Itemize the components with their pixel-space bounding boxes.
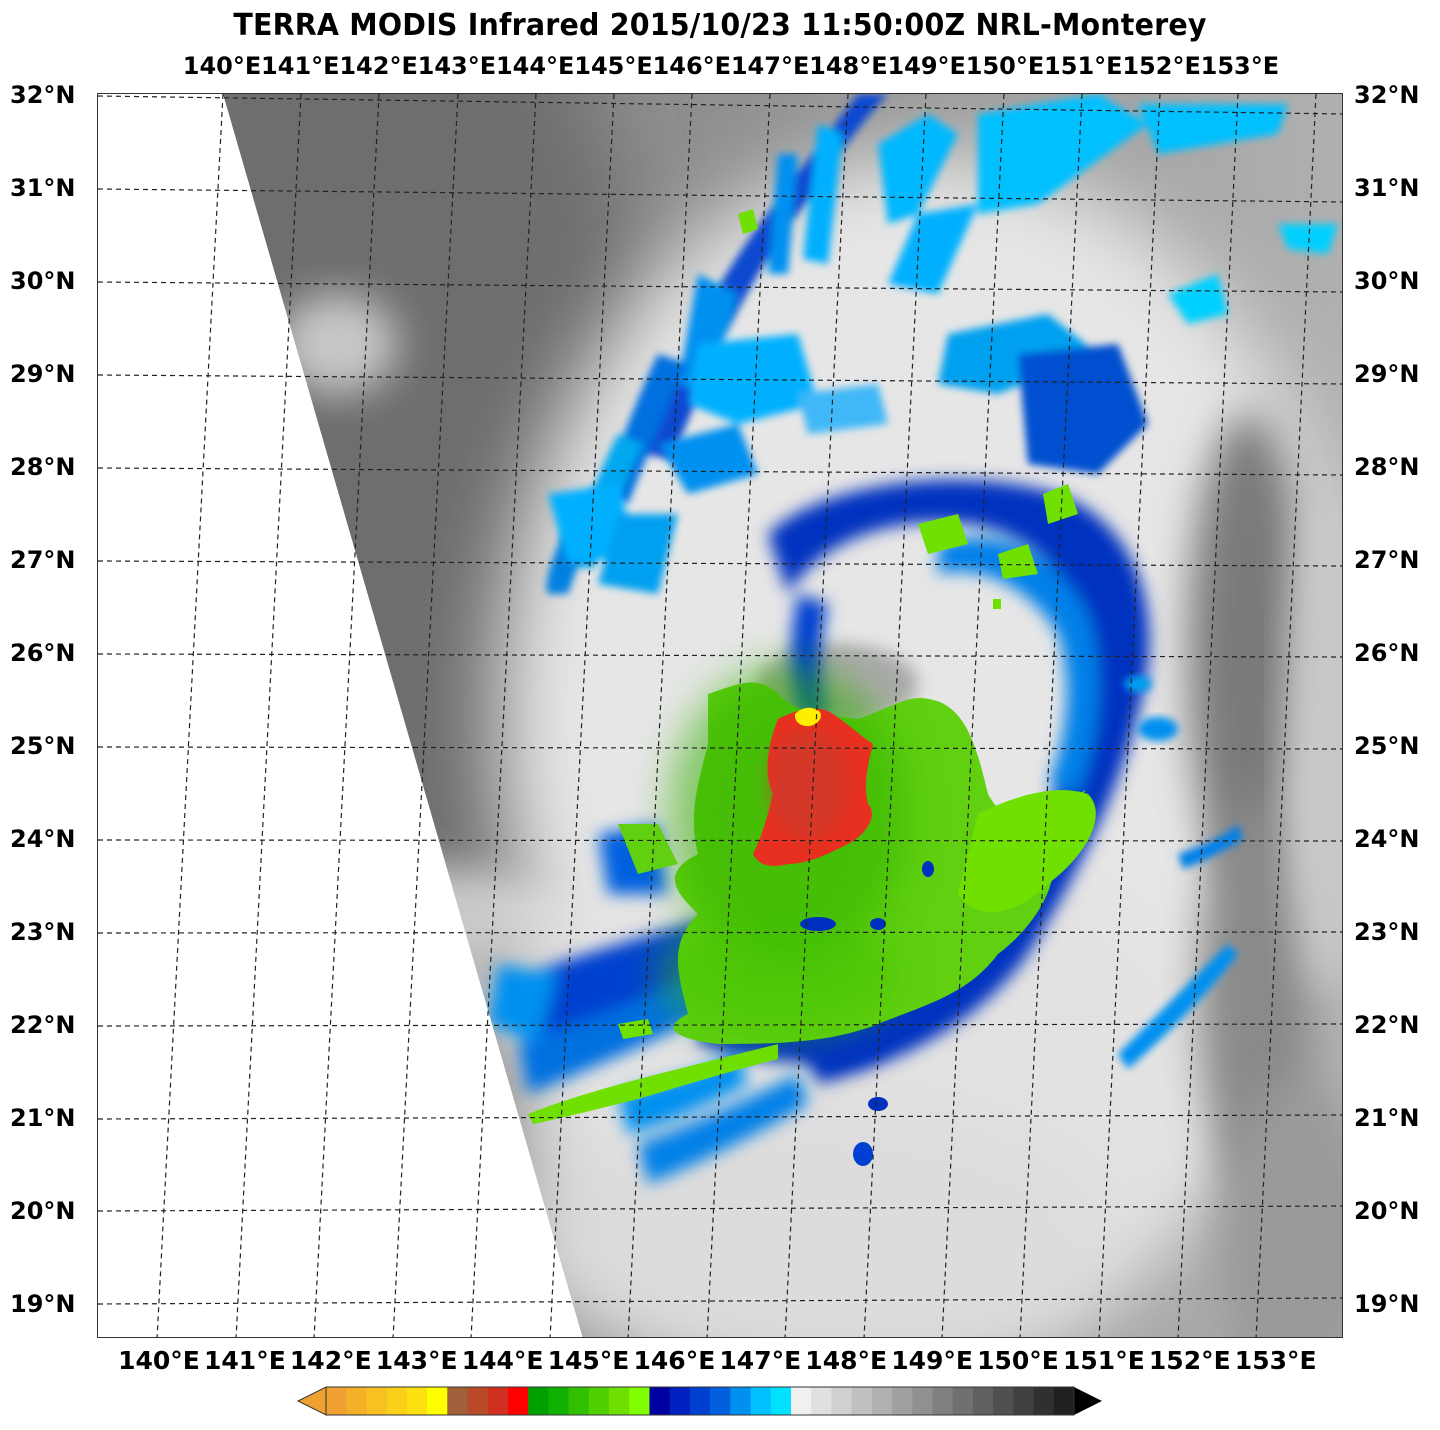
top-lon-label: 149°E (887, 52, 966, 80)
colorbar-swatch (609, 1387, 630, 1415)
colorbar-swatch (568, 1387, 590, 1415)
colorbar-swatch (487, 1387, 509, 1415)
colorbar-swatch (406, 1387, 428, 1415)
right-lat-label: 23°N (1354, 918, 1420, 946)
top-lon-label: 141°E (261, 52, 340, 80)
bottom-lon-label: 150°E (977, 1346, 1059, 1375)
right-lat-label: 21°N (1354, 1104, 1420, 1132)
bottom-lon-label: 146°E (633, 1346, 716, 1375)
right-lat-label: 19°N (1354, 1290, 1420, 1318)
right-lat-label: 26°N (1354, 639, 1420, 667)
colorbar-swatch (528, 1387, 549, 1415)
bottom-lon-label: 148°E (805, 1346, 888, 1375)
left-lat-label: 22°N (10, 1011, 76, 1039)
left-lat-label: 29°N (10, 360, 76, 388)
top-lon-label: 144°E (495, 52, 575, 80)
left-lat-label: 19°N (10, 1290, 76, 1318)
right-lat-label: 20°N (1354, 1197, 1420, 1225)
left-lat-label: 28°N (10, 453, 76, 481)
right-lat-label: 28°N (1354, 453, 1420, 481)
colorbar-swatch (629, 1387, 651, 1415)
bottom-lon-label: 145°E (547, 1346, 630, 1375)
colorbar-swatch (710, 1387, 731, 1415)
chart-title: TERRA MODIS Infrared 2015/10/23 11:50:00… (233, 8, 1207, 43)
left-lat-label: 26°N (10, 639, 76, 667)
colorbar-swatch (851, 1387, 873, 1415)
top-lon-label: 148°E (809, 52, 888, 80)
satellite-map (97, 93, 1343, 1338)
colorbar-swatch (427, 1387, 448, 1415)
bottom-lon-label: 149°E (891, 1346, 973, 1375)
left-lat-label: 30°N (10, 267, 76, 295)
colorbar-swatch (386, 1387, 408, 1415)
bottom-lon-label: 143°E (375, 1346, 458, 1375)
colorbar-right-arrow (1074, 1387, 1102, 1415)
colorbar-swatch (1053, 1387, 1075, 1415)
bottom-lon-label: 153°E (1234, 1346, 1317, 1375)
right-lat-label: 30°N (1354, 267, 1420, 295)
colorbar-swatch (952, 1387, 974, 1415)
top-lon-label: 150°E (965, 52, 1045, 80)
top-lon-label: 145°E (574, 52, 653, 80)
colorbar-swatch (346, 1387, 368, 1415)
bottom-lon-label: 152°E (1148, 1346, 1231, 1375)
left-lat-label: 25°N (10, 732, 76, 760)
left-lat-label: 31°N (10, 174, 76, 202)
colorbar-swatch (730, 1387, 752, 1415)
colorbar-swatch (467, 1387, 489, 1415)
right-lat-label: 27°N (1354, 546, 1420, 574)
left-lat-label: 23°N (10, 918, 76, 946)
colorbar-swatch (588, 1387, 610, 1415)
top-lon-label: 153°E (1200, 52, 1280, 80)
colorbar-swatch (892, 1387, 913, 1415)
bottom-lon-label: 144°E (461, 1346, 544, 1375)
top-lon-label: 146°E (652, 52, 732, 80)
bottom-lon-label: 140°E (118, 1346, 200, 1375)
left-lat-label: 32°N (10, 81, 76, 109)
colorbar-swatch (811, 1387, 833, 1415)
colorbar-swatch (366, 1387, 388, 1415)
right-lat-label: 22°N (1354, 1011, 1420, 1039)
colorbar-swatch (649, 1387, 671, 1415)
colorbar-swatch (1033, 1387, 1055, 1415)
colorbar-swatch (831, 1387, 853, 1415)
colorbar-swatch (1013, 1387, 1035, 1415)
right-lat-label: 29°N (1354, 360, 1420, 388)
colorbar-swatch (932, 1387, 954, 1415)
colorbar-left-arrow (296, 1386, 327, 1416)
top-lon-label: 151°E (1044, 52, 1123, 80)
top-lon-label: 147°E (730, 52, 810, 80)
colorbar-swatch (871, 1387, 893, 1415)
colorbar-swatch (689, 1387, 711, 1415)
bottom-lon-label: 151°E (1063, 1346, 1145, 1375)
top-lon-label: 142°E (339, 52, 418, 80)
colorbar-swatch (507, 1387, 529, 1415)
top-lon-label: 143°E (417, 52, 497, 80)
colorbar-swatch (750, 1387, 772, 1415)
colorbar-swatch (790, 1387, 812, 1415)
right-lat-label: 24°N (1354, 825, 1420, 853)
colorbar-swatch (912, 1387, 934, 1415)
left-lat-label: 21°N (10, 1104, 76, 1132)
graticule (98, 94, 1342, 1337)
colorbar-swatch (972, 1387, 994, 1415)
bottom-lon-label: 147°E (719, 1346, 802, 1375)
top-lon-label: 152°E (1122, 52, 1201, 80)
colorbar-swatch (447, 1387, 469, 1415)
right-lat-label: 25°N (1354, 732, 1420, 760)
colorbar-swatch (770, 1387, 792, 1415)
top-lon-label: 140°E (182, 52, 262, 80)
colorbar-swatch (669, 1387, 691, 1415)
bottom-lon-label: 142°E (289, 1346, 372, 1375)
left-lat-label: 24°N (10, 825, 76, 853)
left-lat-label: 20°N (10, 1197, 76, 1225)
right-lat-label: 32°N (1354, 81, 1420, 109)
right-lat-label: 31°N (1354, 174, 1420, 202)
colorbar-swatch (326, 1387, 347, 1415)
colorbar-swatch (993, 1387, 1014, 1415)
colorbar (296, 1385, 1104, 1417)
bottom-lon-label: 141°E (204, 1346, 286, 1375)
left-lat-label: 27°N (10, 546, 76, 574)
colorbar-swatch (548, 1387, 570, 1415)
